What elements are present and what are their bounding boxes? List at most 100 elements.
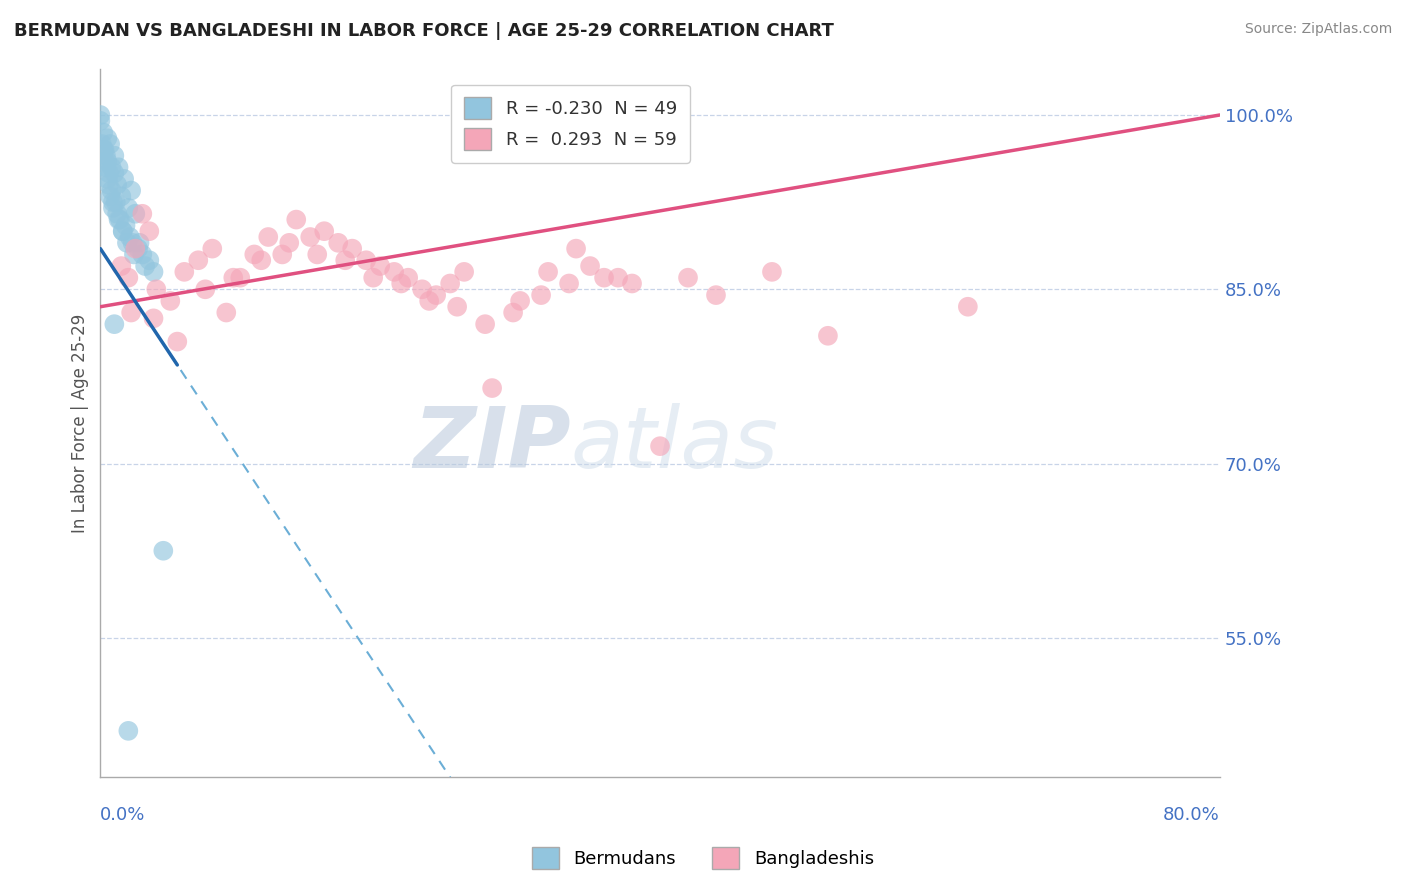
Text: 0.0%: 0.0% <box>100 806 146 824</box>
Legend: R = -0.230  N = 49, R =  0.293  N = 59: R = -0.230 N = 49, R = 0.293 N = 59 <box>451 85 689 163</box>
Text: ZIP: ZIP <box>413 402 571 485</box>
Point <box>537 265 560 279</box>
Point <box>115 235 138 250</box>
Point <box>676 270 699 285</box>
Point <box>579 259 602 273</box>
Point <box>117 723 139 738</box>
Point <box>89 113 111 128</box>
Point <box>361 270 384 285</box>
Point <box>94 161 117 175</box>
Point <box>530 288 553 302</box>
Point <box>607 270 630 285</box>
Point <box>558 277 581 291</box>
Point <box>112 172 135 186</box>
Point <box>105 178 128 192</box>
Point <box>956 300 979 314</box>
Point <box>91 125 114 139</box>
Point <box>648 439 671 453</box>
Point <box>105 207 128 221</box>
Point <box>103 317 125 331</box>
Point <box>328 235 350 250</box>
Point <box>145 282 167 296</box>
Point <box>124 207 146 221</box>
Point <box>215 305 238 319</box>
Point <box>194 282 217 296</box>
Point <box>104 195 127 210</box>
Point <box>110 259 132 273</box>
Point <box>97 178 120 192</box>
Point <box>425 288 447 302</box>
Point <box>509 293 531 308</box>
Point <box>411 282 433 296</box>
Point <box>107 212 129 227</box>
Point <box>704 288 727 302</box>
Point <box>118 230 141 244</box>
Point <box>166 334 188 349</box>
Point <box>222 270 245 285</box>
Point <box>114 219 136 233</box>
Text: atlas: atlas <box>571 402 779 485</box>
Point <box>817 328 839 343</box>
Point <box>89 108 111 122</box>
Point <box>127 242 149 256</box>
Point <box>271 247 294 261</box>
Point <box>142 265 165 279</box>
Point <box>142 311 165 326</box>
Point <box>453 265 475 279</box>
Point <box>131 207 153 221</box>
Point <box>120 184 142 198</box>
Point <box>201 242 224 256</box>
Text: 80.0%: 80.0% <box>1163 806 1220 824</box>
Point <box>382 265 405 279</box>
Point <box>761 265 783 279</box>
Point <box>173 265 195 279</box>
Point <box>250 253 273 268</box>
Legend: Bermudans, Bangladeshis: Bermudans, Bangladeshis <box>523 838 883 879</box>
Point <box>621 277 644 291</box>
Point <box>122 247 145 261</box>
Point <box>134 259 156 273</box>
Point <box>96 131 118 145</box>
Point <box>100 184 122 198</box>
Point <box>368 259 391 273</box>
Point <box>257 230 280 244</box>
Point <box>107 161 129 175</box>
Point <box>101 201 124 215</box>
Point <box>117 270 139 285</box>
Point <box>439 277 461 291</box>
Point <box>103 149 125 163</box>
Point <box>93 143 115 157</box>
Point <box>96 172 118 186</box>
Point <box>138 253 160 268</box>
Point <box>187 253 209 268</box>
Point <box>98 136 121 151</box>
Point <box>278 235 301 250</box>
Point <box>335 253 357 268</box>
Text: Source: ZipAtlas.com: Source: ZipAtlas.com <box>1244 22 1392 37</box>
Point <box>481 381 503 395</box>
Point <box>128 235 150 250</box>
Point <box>117 201 139 215</box>
Text: BERMUDAN VS BANGLADESHI IN LABOR FORCE | AGE 25-29 CORRELATION CHART: BERMUDAN VS BANGLADESHI IN LABOR FORCE |… <box>14 22 834 40</box>
Point <box>418 293 440 308</box>
Point <box>110 189 132 203</box>
Point <box>96 154 118 169</box>
Point <box>342 242 364 256</box>
Point <box>124 242 146 256</box>
Point <box>396 270 419 285</box>
Point <box>121 235 143 250</box>
Point <box>565 242 588 256</box>
Point <box>159 293 181 308</box>
Point <box>299 230 322 244</box>
Point <box>91 143 114 157</box>
Y-axis label: In Labor Force | Age 25-29: In Labor Force | Age 25-29 <box>72 313 89 533</box>
Point <box>111 224 134 238</box>
Point <box>502 305 524 319</box>
Point <box>120 305 142 319</box>
Point <box>98 189 121 203</box>
Point <box>354 253 377 268</box>
Point <box>152 543 174 558</box>
Point <box>103 166 125 180</box>
Point <box>229 270 252 285</box>
Point <box>111 224 134 238</box>
